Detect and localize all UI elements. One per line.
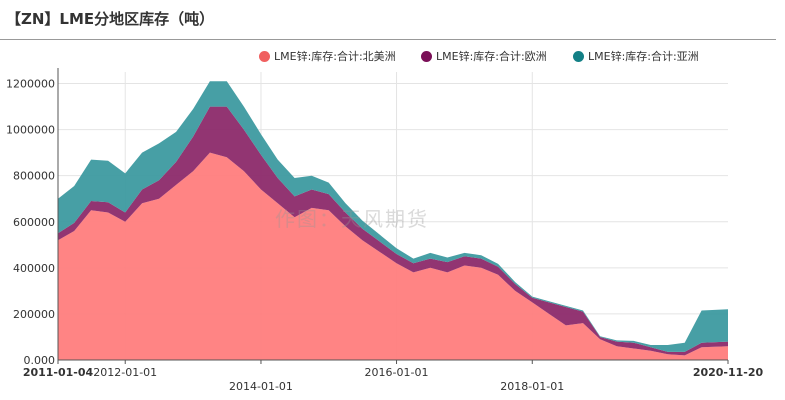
- y-axis-ticks: 0.000 200000 400000 600000 800000 1000000 1200…: [6, 78, 55, 367]
- axes: [57, 68, 728, 361]
- y-tick-label: 800000: [13, 170, 55, 183]
- plot-areas: [58, 81, 728, 360]
- x-axis-ticks: 2011-01-04 2012-01-01 2014-01-01 2016-01-01…: [23, 360, 764, 393]
- x-tick-label: 2020-11-20: [693, 366, 764, 379]
- legend-item-north-america[interactable]: LME锌:库存:合计:北美洲: [259, 48, 396, 64]
- y-tick-label: 600000: [13, 216, 55, 229]
- legend-label-europe: LME锌:库存:合计:欧洲: [436, 50, 547, 63]
- x-tick-label: 2011-01-04: [23, 366, 94, 379]
- x-tick-label: 2018-01-01: [500, 380, 564, 393]
- circle-icon: [421, 50, 432, 62]
- y-tick-label: 200000: [13, 308, 55, 321]
- legend-label-north-america: LME锌:库存:合计:北美洲: [274, 50, 396, 63]
- area-north-america[interactable]: [58, 152, 728, 360]
- y-tick-label: 0.000: [24, 354, 56, 367]
- legend-item-asia[interactable]: LME锌:库存:合计:亚洲: [573, 48, 699, 64]
- circle-icon: [573, 50, 584, 62]
- chart-legend: LME锌:库存:合计:北美洲 LME锌:库存:合计:欧洲 LME锌:库存:合计:…: [255, 48, 780, 64]
- x-tick-label: 2012-01-01: [93, 366, 157, 379]
- y-tick-label: 400000: [13, 262, 55, 275]
- title-divider: [0, 39, 776, 40]
- watermark: 作图：天风期货: [275, 207, 429, 231]
- x-tick-label: 2014-01-01: [229, 380, 293, 393]
- circle-icon: [259, 50, 270, 62]
- chart-title: 【ZN】LME分地区库存（吨）: [6, 10, 215, 28]
- legend-label-asia: LME锌:库存:合计:亚洲: [588, 50, 699, 63]
- x-tick-label: 2016-01-01: [365, 366, 429, 379]
- y-tick-label: 1200000: [6, 78, 55, 91]
- legend-item-europe[interactable]: LME锌:库存:合计:欧洲: [421, 48, 547, 64]
- y-tick-label: 1000000: [6, 124, 55, 137]
